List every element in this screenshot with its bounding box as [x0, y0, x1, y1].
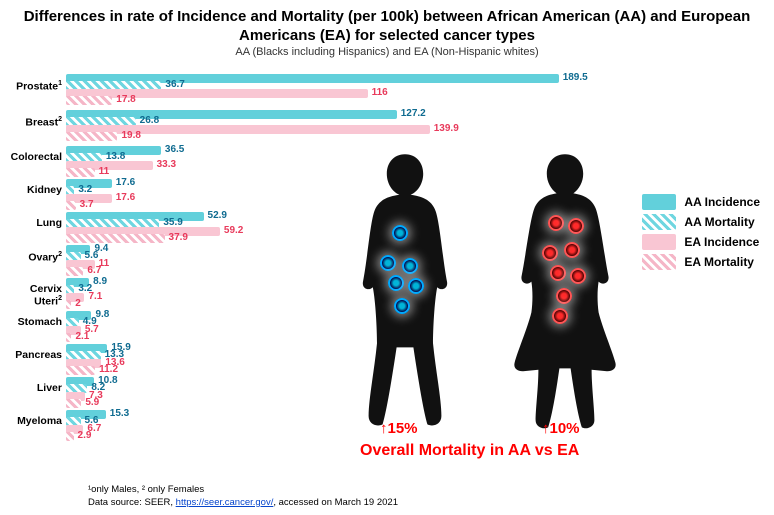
cancer-dot-icon: [402, 258, 418, 274]
cancer-dot-icon: [392, 225, 408, 241]
ea-incidence-value: 17.6: [116, 192, 135, 203]
male-silhouette-icon: [330, 150, 480, 430]
aa-incidence-value: 189.5: [563, 72, 588, 83]
ea-mortality-bar: [66, 333, 71, 342]
category-label: Breast2: [8, 116, 62, 128]
ea-mortality-value: 5.9: [85, 397, 99, 408]
cancer-dot-icon: [564, 242, 580, 258]
ea-mortality-bar: [66, 96, 112, 105]
legend-aa-mortality: AA Mortality: [642, 214, 760, 230]
body-silhouettes: ↑15% ↑10% Overall Mortality in AA vs EA: [320, 150, 660, 450]
chart-row: Ovary29.45.6116.7: [8, 243, 348, 276]
chart-row: Prostate1189.536.711617.8: [8, 72, 348, 108]
legend: AA Incidence AA Mortality EA Incidence E…: [642, 190, 760, 274]
chart-row: Kidney17.63.217.63.7: [8, 177, 348, 210]
ea-mortality-value: 19.8: [121, 130, 140, 141]
cancer-dot-icon: [388, 275, 404, 291]
chart-row: Breast2127.226.8139.919.8: [8, 108, 348, 144]
ea-mortality-bar: [66, 234, 165, 243]
legend-aa-incidence: AA Incidence: [642, 194, 760, 210]
cancer-dot-icon: [552, 308, 568, 324]
ea-incidence-value: 116: [372, 87, 388, 98]
category-label: Liver: [8, 383, 62, 394]
ea-incidence-value: 33.3: [157, 159, 176, 170]
ea-mortality-bar: [66, 132, 117, 141]
ea-incidence-value: 59.2: [224, 225, 243, 236]
aa-incidence-value: 15.3: [110, 408, 129, 419]
legend-label: EA Incidence: [684, 235, 759, 249]
chart-row: Myeloma15.35.66.72.9: [8, 408, 348, 441]
cancer-dot-icon: [380, 255, 396, 271]
chart-row: Cervix Uteri28.93.27.12: [8, 276, 348, 309]
ea-mortality-value: 2.1: [75, 331, 89, 342]
category-label: Stomach: [8, 317, 62, 328]
ea-mortality-bar: [66, 267, 83, 276]
female-mortality-pct: ↑10%: [542, 420, 580, 437]
ea-mortality-value: 17.8: [116, 94, 135, 105]
aa-incidence-value: 36.5: [165, 144, 184, 155]
aa-incidence-value: 52.9: [208, 210, 227, 221]
chart-row: Pancreas15.913.313.611.2: [8, 342, 348, 375]
cancer-dot-icon: [542, 245, 558, 261]
cancer-dot-icon: [570, 268, 586, 284]
aa-incidence-value: 9.8: [95, 309, 109, 320]
legend-ea-mortality: EA Mortality: [642, 254, 760, 270]
aa-incidence-value: 127.2: [401, 108, 426, 119]
chart-row: Liver10.88.27.35.9: [8, 375, 348, 408]
ea-mortality-bar: [66, 201, 76, 210]
male-mortality-pct: ↑15%: [380, 420, 418, 437]
cancer-dot-icon: [394, 298, 410, 314]
footnotes: ¹only Males, ² only Females Data source:…: [88, 484, 398, 509]
ea-mortality-bar: [66, 168, 95, 177]
ea-mortality-value: 11: [99, 166, 110, 177]
footnote-line-1: ¹only Males, ² only Females: [88, 484, 398, 496]
ea-incidence-value: 139.9: [434, 123, 459, 134]
ea-mortality-bar: [66, 300, 71, 309]
category-label: Lung: [8, 218, 62, 229]
overall-mortality-label: Overall Mortality in AA vs EA: [360, 442, 579, 460]
ea-mortality-bar: [66, 399, 81, 408]
legend-label: EA Mortality: [684, 255, 754, 269]
category-label: Pancreas: [8, 350, 62, 361]
page-root: Differences in rate of Incidence and Mor…: [0, 0, 774, 515]
seer-link[interactable]: https://seer.cancer.gov/: [176, 497, 274, 508]
chart-title: Differences in rate of Incidence and Mor…: [0, 0, 774, 46]
category-label: Colorectal: [8, 152, 62, 163]
cancer-dot-icon: [408, 278, 424, 294]
ea-mortality-bar: [66, 432, 74, 441]
cancer-dot-icon: [548, 215, 564, 231]
ea-mortality-value: 2: [75, 298, 81, 309]
cancer-dot-icon: [556, 288, 572, 304]
legend-ea-incidence: EA Incidence: [642, 234, 760, 250]
cancer-dot-icon: [568, 218, 584, 234]
legend-label: AA Incidence: [684, 195, 760, 209]
category-label: Prostate1: [8, 80, 62, 92]
aa-incidence-value: 8.9: [93, 276, 107, 287]
category-label: Cervix Uteri2: [8, 284, 62, 307]
ea-mortality-value: 2.9: [78, 430, 92, 441]
ea-mortality-value: 37.9: [169, 232, 188, 243]
footnote-line-2: Data source: SEER, https://seer.cancer.g…: [88, 497, 398, 509]
ea-mortality-value: 6.7: [87, 265, 101, 276]
chart-row: Lung52.935.959.237.9: [8, 210, 348, 243]
category-label: Kidney: [8, 185, 62, 196]
category-label: Myeloma: [8, 416, 62, 427]
chart-row: Colorectal36.513.833.311: [8, 144, 348, 177]
ea-mortality-bar: [66, 366, 95, 375]
bar-chart: Prostate1189.536.711617.8Breast2127.226.…: [8, 72, 348, 462]
aa-incidence-value: 17.6: [116, 177, 135, 188]
category-label: Ovary2: [8, 251, 62, 263]
ea-mortality-value: 3.7: [80, 199, 94, 210]
chart-subtitle: AA (Blacks including Hispanics) and EA (…: [0, 46, 774, 58]
ea-mortality-value: 11.2: [99, 364, 118, 375]
ea-incidence-value: 7.1: [88, 291, 102, 302]
cancer-dot-icon: [550, 265, 566, 281]
legend-label: AA Mortality: [684, 215, 754, 229]
chart-row: Stomach9.84.95.72.1: [8, 309, 348, 342]
